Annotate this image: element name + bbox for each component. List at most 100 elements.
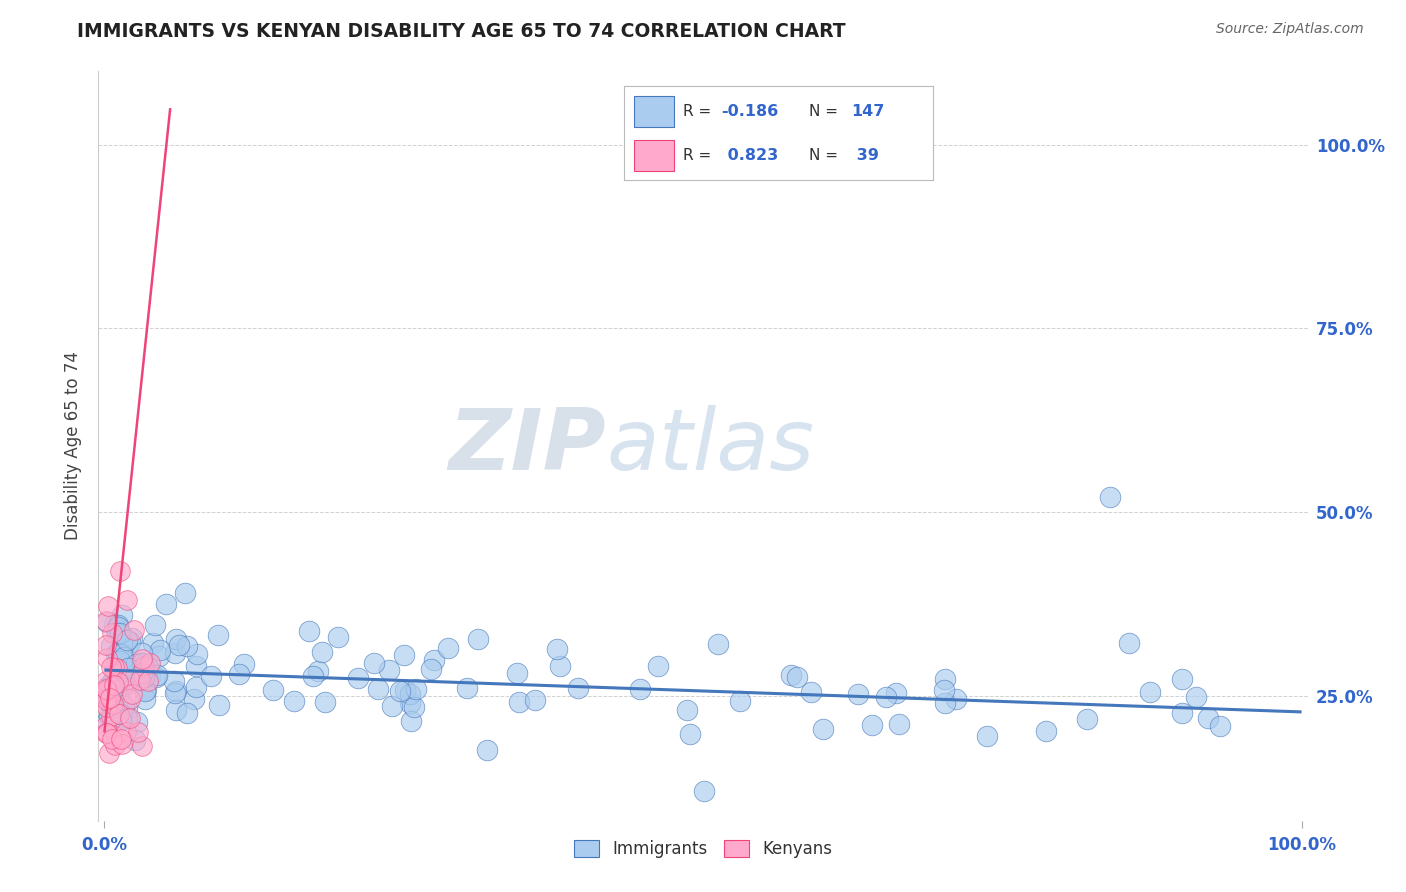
Point <box>707 637 730 651</box>
Point <box>124 623 146 637</box>
Point <box>110 713 132 727</box>
Point <box>117 661 139 675</box>
Point <box>884 686 907 700</box>
Point <box>94 638 117 652</box>
Point <box>523 693 546 707</box>
Point <box>96 683 118 698</box>
Point <box>647 658 669 673</box>
Point <box>107 620 129 634</box>
Point <box>184 680 207 694</box>
Point <box>111 607 134 622</box>
Point <box>301 669 323 683</box>
Point <box>97 599 120 614</box>
Point <box>103 669 125 683</box>
Text: atlas: atlas <box>606 404 814 488</box>
Point <box>96 691 118 706</box>
Point <box>183 692 205 706</box>
Point <box>129 673 152 687</box>
Point <box>100 639 122 653</box>
Point <box>112 674 135 689</box>
Point <box>1197 711 1219 725</box>
Point <box>934 697 956 711</box>
Point <box>100 732 122 747</box>
Point <box>138 670 160 684</box>
Point <box>96 615 118 630</box>
Point <box>120 711 142 725</box>
Legend: Immigrants, Kenyans: Immigrants, Kenyans <box>567 833 839 864</box>
Point <box>423 653 446 667</box>
Point <box>107 618 129 632</box>
Point <box>98 681 121 695</box>
Point <box>311 645 333 659</box>
Point <box>1171 706 1194 721</box>
Point <box>143 617 166 632</box>
Point <box>135 683 157 698</box>
Point <box>163 686 186 700</box>
Point <box>131 657 153 671</box>
Point <box>100 691 122 706</box>
Point <box>134 692 156 706</box>
Point <box>394 648 416 662</box>
Point <box>728 694 751 708</box>
Point <box>262 683 284 698</box>
Point <box>94 614 117 628</box>
Point <box>389 683 412 698</box>
Point <box>100 626 122 640</box>
Point <box>548 659 571 673</box>
Point <box>101 675 124 690</box>
Point <box>567 681 589 696</box>
Point <box>136 674 159 689</box>
Point <box>96 680 118 694</box>
Point <box>100 709 122 723</box>
Point <box>875 690 897 704</box>
Point <box>110 732 132 747</box>
Point <box>131 666 153 681</box>
Point <box>976 729 998 743</box>
Point <box>97 691 120 706</box>
Point <box>117 670 139 684</box>
Point <box>117 633 139 648</box>
Point <box>200 669 222 683</box>
Point <box>97 746 120 760</box>
Point <box>399 714 422 728</box>
Point <box>104 729 127 743</box>
Point <box>1099 491 1122 505</box>
Point <box>945 692 967 706</box>
Point <box>404 700 426 714</box>
Text: ZIP: ZIP <box>449 404 606 488</box>
Point <box>419 662 441 676</box>
Point <box>127 724 149 739</box>
Point <box>111 673 134 687</box>
Point <box>367 682 389 697</box>
Point <box>1118 636 1140 650</box>
Point <box>176 639 198 653</box>
Point <box>456 681 478 696</box>
Point <box>114 671 136 685</box>
Point <box>111 636 134 650</box>
Point <box>155 597 177 611</box>
Point <box>101 697 124 711</box>
Y-axis label: Disability Age 65 to 74: Disability Age 65 to 74 <box>65 351 83 541</box>
Point <box>326 631 349 645</box>
Point <box>107 675 129 690</box>
Point <box>232 657 254 671</box>
Point <box>96 699 118 714</box>
Point <box>780 668 803 682</box>
Point <box>112 699 135 714</box>
Point <box>108 564 131 578</box>
Point <box>115 702 138 716</box>
Point <box>467 632 489 647</box>
Point <box>363 656 385 670</box>
Point <box>110 706 132 721</box>
Point <box>132 670 155 684</box>
Point <box>1209 719 1232 733</box>
Point <box>628 682 651 697</box>
Point <box>96 714 118 728</box>
Point <box>1139 685 1161 699</box>
Point <box>131 646 153 660</box>
Point <box>111 678 134 692</box>
Point <box>381 699 404 714</box>
Point <box>932 683 955 698</box>
Point <box>103 618 125 632</box>
Point <box>347 672 370 686</box>
